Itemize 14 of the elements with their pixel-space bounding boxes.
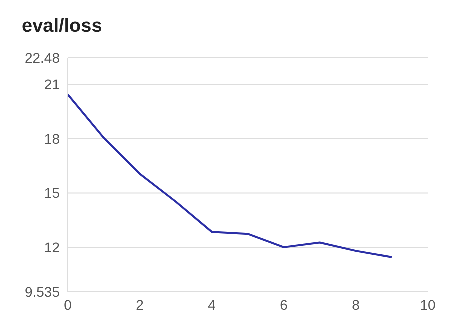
x-tick-label: 2 xyxy=(136,296,144,313)
line-series xyxy=(68,94,393,258)
y-tick-label: 12 xyxy=(44,239,60,256)
y-tick-label: 21 xyxy=(44,76,60,93)
x-tick-label: 6 xyxy=(280,296,288,313)
x-tick-label: 4 xyxy=(208,296,216,313)
x-tick-label: 0 xyxy=(64,296,72,313)
x-tick-label: 10 xyxy=(420,296,436,313)
y-tick-label: 22.48 xyxy=(24,50,60,66)
y-tick-label: 15 xyxy=(44,185,60,202)
chart-title: eval/loss xyxy=(21,15,104,39)
y-tick-label: 9.535 xyxy=(24,284,60,300)
y-tick-label: 18 xyxy=(44,130,60,147)
x-tick-label: 8 xyxy=(352,296,360,313)
